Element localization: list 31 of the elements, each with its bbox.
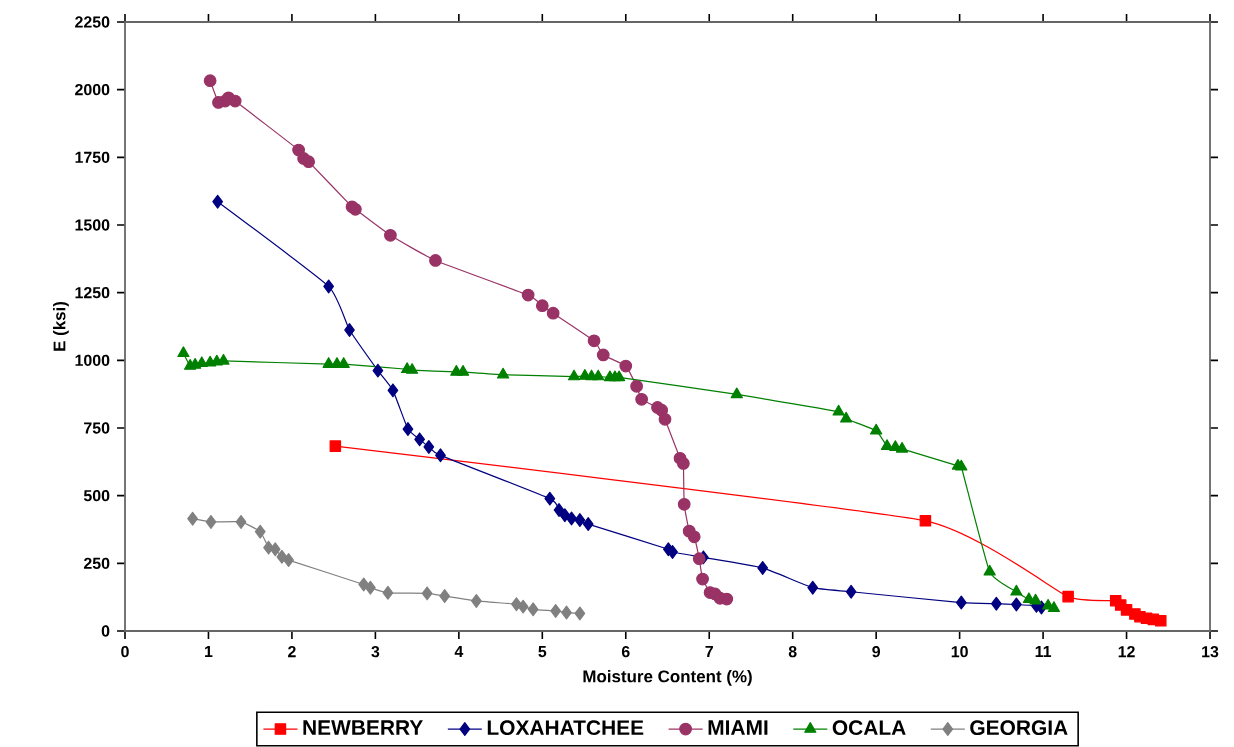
y-axis-title: E (ksi): [53, 301, 69, 351]
y-tick-label: 2250: [75, 16, 110, 28]
legend-label: LOXAHATCHEE: [487, 720, 644, 736]
x-tick-label: 3: [371, 646, 380, 658]
legend-label: NEWBERRY: [303, 720, 423, 735]
x-tick-label: 2: [288, 646, 296, 658]
y-tick-label: 1500: [75, 219, 110, 231]
x-tick-label: 7: [705, 646, 713, 657]
y-tick-label: 1250: [75, 287, 110, 299]
y-tick-label: 250: [83, 557, 110, 569]
y-tick-label: 2000: [75, 84, 110, 96]
x-tick-label: 11: [1035, 646, 1052, 657]
x-tick-label: 10: [951, 646, 968, 658]
x-tick-label: 13: [1202, 646, 1219, 658]
y-tick-label: 0: [101, 625, 110, 637]
x-tick-label: 0: [121, 646, 129, 658]
y-tick-label: 1750: [75, 151, 110, 163]
x-tick-label: 1: [205, 646, 213, 657]
y-tick-label: 1000: [75, 354, 110, 366]
y-tick-label: 500: [83, 490, 110, 502]
x-tick-label: 9: [872, 646, 881, 658]
x-tick-label: 5: [538, 646, 547, 658]
x-tick-label: 12: [1118, 646, 1135, 658]
legend-label: OCALA: [832, 720, 906, 736]
legend-label: MIAMI: [708, 720, 768, 735]
legend-label: GEORGIA: [970, 720, 1068, 736]
x-axis-title: Moisture Content (%): [583, 669, 752, 686]
y-tick-label: 750: [84, 422, 110, 434]
x-tick-label: 4: [454, 646, 464, 657]
x-tick-label: 6: [621, 646, 630, 658]
x-tick-label: 8: [788, 646, 797, 658]
